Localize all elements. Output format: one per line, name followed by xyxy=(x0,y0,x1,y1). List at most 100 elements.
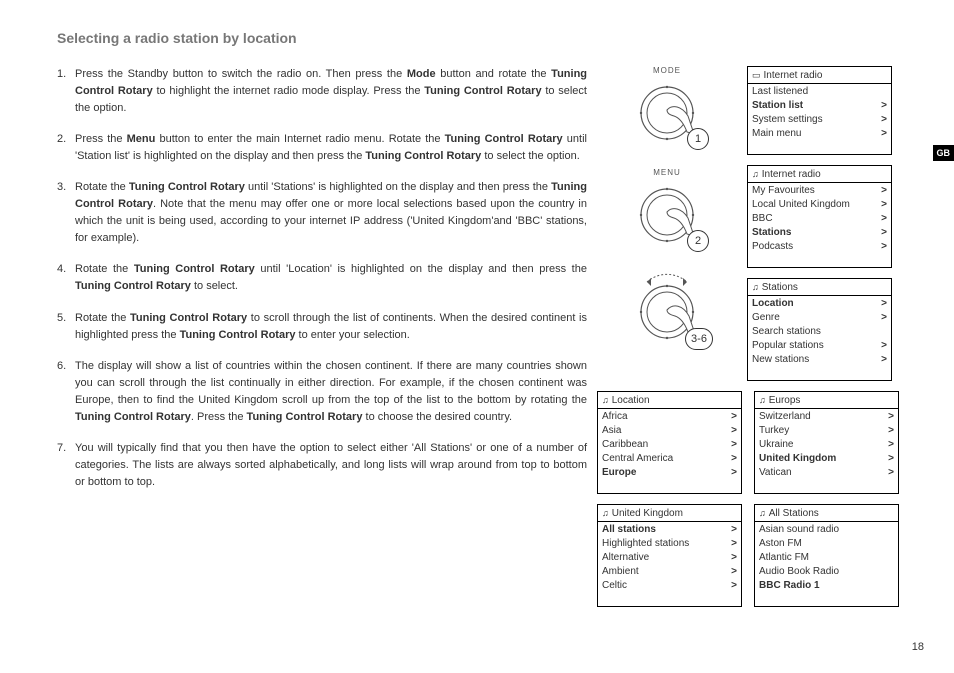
bottom-menus-row: ♫LocationAfrica>Asia>Caribbean>Central A… xyxy=(597,391,917,617)
menu-row: Caribbean> xyxy=(598,437,741,451)
menu-header: ♫Stations xyxy=(748,279,891,296)
menu-row: Switzerland> xyxy=(755,409,898,423)
menus-right-column: ▭Internet radioLast listenedStation list… xyxy=(747,66,907,391)
menu-row-label: Switzerland xyxy=(759,410,811,423)
menu-row-arrow: > xyxy=(881,311,887,324)
menu-row-arrow: > xyxy=(881,99,887,112)
dial-diagram: MODE1 xyxy=(607,66,727,148)
step-item: 5.Rotate the Tuning Control Rotary to sc… xyxy=(57,310,587,344)
steps-list: 1.Press the Standby button to switch the… xyxy=(57,66,587,491)
dial-step-badge: 1 xyxy=(687,128,709,150)
page-title: Selecting a radio station by location xyxy=(57,30,924,46)
menu-row-label: Popular stations xyxy=(752,339,824,352)
content-row: 1.Press the Standby button to switch the… xyxy=(57,66,924,617)
menu-row-arrow: > xyxy=(731,466,737,479)
menu-row: United Kingdom> xyxy=(755,451,898,465)
menu-header: ▭Internet radio xyxy=(748,67,891,84)
menu-title: Europs xyxy=(769,394,801,407)
menu-row-arrow: > xyxy=(881,184,887,197)
step-number: 4. xyxy=(57,261,75,295)
menu-row-label: New stations xyxy=(752,353,809,366)
menu-row-label: All stations xyxy=(602,523,656,536)
menu-row-arrow: > xyxy=(881,113,887,126)
music-note-icon: ♫ xyxy=(602,395,609,407)
menu-row-label: Africa xyxy=(602,410,628,423)
menu-row-label: Aston FM xyxy=(759,537,802,550)
music-note-icon: ♫ xyxy=(759,508,766,520)
menu-row-arrow: > xyxy=(881,127,887,140)
step-text: Rotate the Tuning Control Rotary until '… xyxy=(75,179,587,247)
menu-row: Podcasts > xyxy=(748,239,891,253)
menu-row: Location> xyxy=(748,296,891,310)
menu-row-arrow: > xyxy=(888,424,894,437)
menu-row-arrow: > xyxy=(881,297,887,310)
menu-row: Alternative> xyxy=(598,550,741,564)
step-text: You will typically find that you then ha… xyxy=(75,440,587,491)
step-text: Press the Standby button to switch the r… xyxy=(75,66,587,117)
step-number: 1. xyxy=(57,66,75,117)
menu-row: BBC> xyxy=(748,211,891,225)
menu-row: Station list> xyxy=(748,98,891,112)
menu-row-label: Asia xyxy=(602,424,621,437)
menu-row-arrow: > xyxy=(881,240,887,253)
menu-header: ♫Internet radio xyxy=(748,166,891,183)
menu-row-label: Podcasts xyxy=(752,240,793,253)
menu-row-label: My Favourites xyxy=(752,184,815,197)
menu-row: System settings> xyxy=(748,112,891,126)
menu-header: ♫All Stations xyxy=(755,505,898,522)
menu-row-arrow: > xyxy=(731,438,737,451)
step-number: 5. xyxy=(57,310,75,344)
menu-row-label: Last listened xyxy=(752,85,808,98)
menu-row-label: Central America xyxy=(602,452,673,465)
menu-row: New stations> xyxy=(748,352,891,366)
menu-row-arrow: > xyxy=(731,579,737,592)
bottom-menus-right: ♫EuropsSwitzerland>Turkey>Ukraine>United… xyxy=(754,391,899,617)
menu-row-arrow: > xyxy=(881,226,887,239)
menu-title: Internet radio xyxy=(764,69,823,82)
menu-title: Location xyxy=(612,394,650,407)
step-text: The display will show a list of countrie… xyxy=(75,358,587,426)
step-number: 7. xyxy=(57,440,75,491)
menu-row-arrow: > xyxy=(888,466,894,479)
menu-row-label: Atlantic FM xyxy=(759,551,809,564)
menu-row: All stations> xyxy=(598,522,741,536)
step-number: 2. xyxy=(57,131,75,165)
menu-row-label: BBC xyxy=(752,212,773,225)
menu-row: Local United Kingdom> xyxy=(748,197,891,211)
menu-row-label: Search stations xyxy=(752,325,821,338)
menu-box: ♫All StationsAsian sound radioAston FMAt… xyxy=(754,504,899,607)
menu-row-arrow: > xyxy=(731,452,737,465)
menu-row-arrow: > xyxy=(731,410,737,423)
menu-row-arrow: > xyxy=(888,438,894,451)
menu-row: Last listened xyxy=(748,84,891,98)
menu-row: Africa > xyxy=(598,409,741,423)
menu-row: Vatican> xyxy=(755,465,898,479)
menu-row: Asian sound radio xyxy=(755,522,898,536)
right-panel: MODE1MENU23-6 ▭Internet radioLast listen… xyxy=(607,66,917,617)
bottom-menus-left: ♫LocationAfrica>Asia>Caribbean>Central A… xyxy=(597,391,742,617)
music-note-icon: ♫ xyxy=(759,395,766,407)
menu-row-arrow: > xyxy=(731,551,737,564)
menu-row: Turkey> xyxy=(755,423,898,437)
menu-header: ♫United Kingdom xyxy=(598,505,741,522)
menu-row: Ambient> xyxy=(598,564,741,578)
menu-row: Main menu> xyxy=(748,126,891,140)
music-note-icon: ♫ xyxy=(602,508,609,520)
menu-box: ♫EuropsSwitzerland>Turkey>Ukraine>United… xyxy=(754,391,899,494)
language-tab-gb: GB xyxy=(933,145,954,161)
menu-box: ♫StationsLocation>Genre>Search stationsP… xyxy=(747,278,892,381)
menu-row: Audio Book Radio xyxy=(755,564,898,578)
music-note-icon: ♫ xyxy=(752,282,759,294)
menu-title: United Kingdom xyxy=(612,507,683,520)
menu-box: ♫LocationAfrica>Asia>Caribbean>Central A… xyxy=(597,391,742,494)
page-number: 18 xyxy=(912,641,924,653)
menu-row-label: Asian sound radio xyxy=(759,523,839,536)
step-item: 6.The display will show a list of countr… xyxy=(57,358,587,426)
menu-title: Stations xyxy=(762,281,798,294)
menu-box: ♫Internet radioMy Favourites>Local Unite… xyxy=(747,165,892,268)
step-text: Rotate the Tuning Control Rotary to scro… xyxy=(75,310,587,344)
step-text: Rotate the Tuning Control Rotary until '… xyxy=(75,261,587,295)
menu-box: ▭Internet radioLast listenedStation list… xyxy=(747,66,892,155)
menu-row-label: Audio Book Radio xyxy=(759,565,839,578)
menu-row-label: Ukraine xyxy=(759,438,793,451)
